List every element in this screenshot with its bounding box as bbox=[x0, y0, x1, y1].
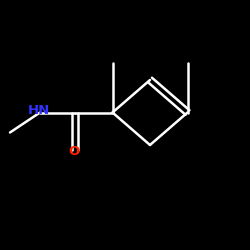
Text: O: O bbox=[68, 145, 80, 158]
Text: HN: HN bbox=[28, 104, 50, 117]
